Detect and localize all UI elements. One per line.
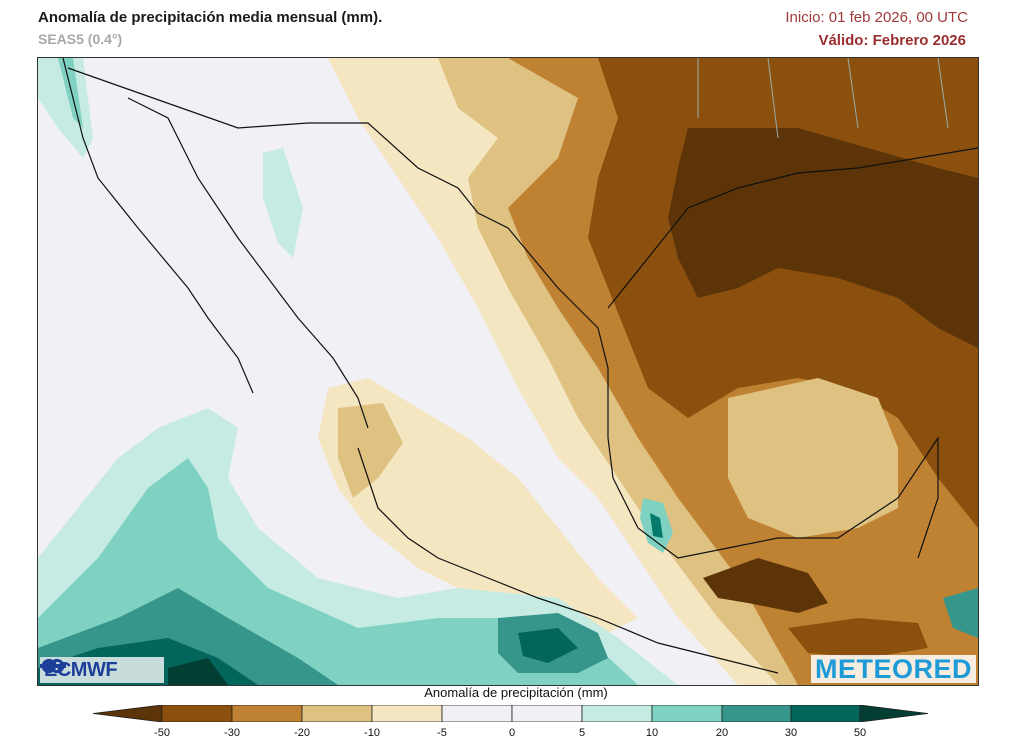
- tick-label: -30: [224, 727, 240, 739]
- tick-label: 10: [645, 727, 659, 739]
- tick-label: -5: [437, 727, 447, 739]
- tick-label: -10: [364, 727, 380, 739]
- map-canvas: [38, 58, 978, 685]
- precipitation-anomaly-map: ECMWF METEORED: [37, 57, 979, 686]
- tick-label: -50: [154, 727, 170, 739]
- tick-label: 5: [578, 727, 586, 739]
- colorbar-ticks: -50 -30 -20 -10 -5 0 5 10 20 30 50: [0, 727, 1024, 741]
- model-subtitle: SEAS5 (0.4°): [38, 31, 123, 47]
- init-date: Inicio: 01 feb 2026, 00 UTC: [785, 9, 968, 26]
- chart-title: Anomalía de precipitación media mensual …: [38, 9, 383, 26]
- tick-label: 50: [853, 727, 867, 739]
- ecmwf-logo: ECMWF: [40, 657, 164, 683]
- colorbar: [93, 705, 928, 722]
- colorbar-label: Anomalía de precipitación (mm): [424, 685, 608, 700]
- meteored-logo: METEORED: [810, 655, 976, 683]
- tick-label: 20: [715, 727, 729, 739]
- valid-period: Válido: Febrero 2026: [818, 32, 966, 49]
- tick-label: -20: [294, 727, 310, 739]
- tick-label: 30: [784, 727, 798, 739]
- tick-label: 0: [508, 727, 516, 739]
- ecmwf-logo-icon: [40, 658, 66, 674]
